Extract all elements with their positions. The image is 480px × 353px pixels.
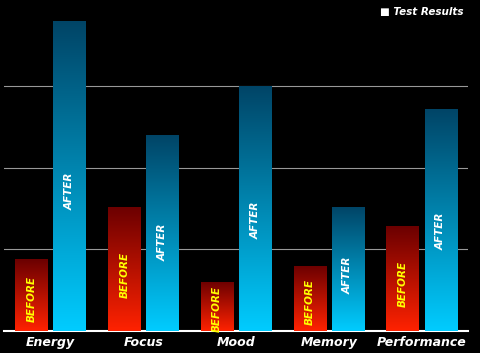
Text: BEFORE: BEFORE xyxy=(212,286,222,332)
Text: ■ Test Results: ■ Test Results xyxy=(380,7,464,17)
Text: BEFORE: BEFORE xyxy=(305,279,315,325)
Text: BEFORE: BEFORE xyxy=(26,276,36,322)
Text: AFTER: AFTER xyxy=(157,224,168,262)
Text: AFTER: AFTER xyxy=(250,202,260,239)
Text: BEFORE: BEFORE xyxy=(120,252,129,298)
Text: AFTER: AFTER xyxy=(343,256,353,294)
Text: BEFORE: BEFORE xyxy=(398,261,408,307)
Text: AFTER: AFTER xyxy=(65,173,74,210)
Text: AFTER: AFTER xyxy=(436,212,446,250)
